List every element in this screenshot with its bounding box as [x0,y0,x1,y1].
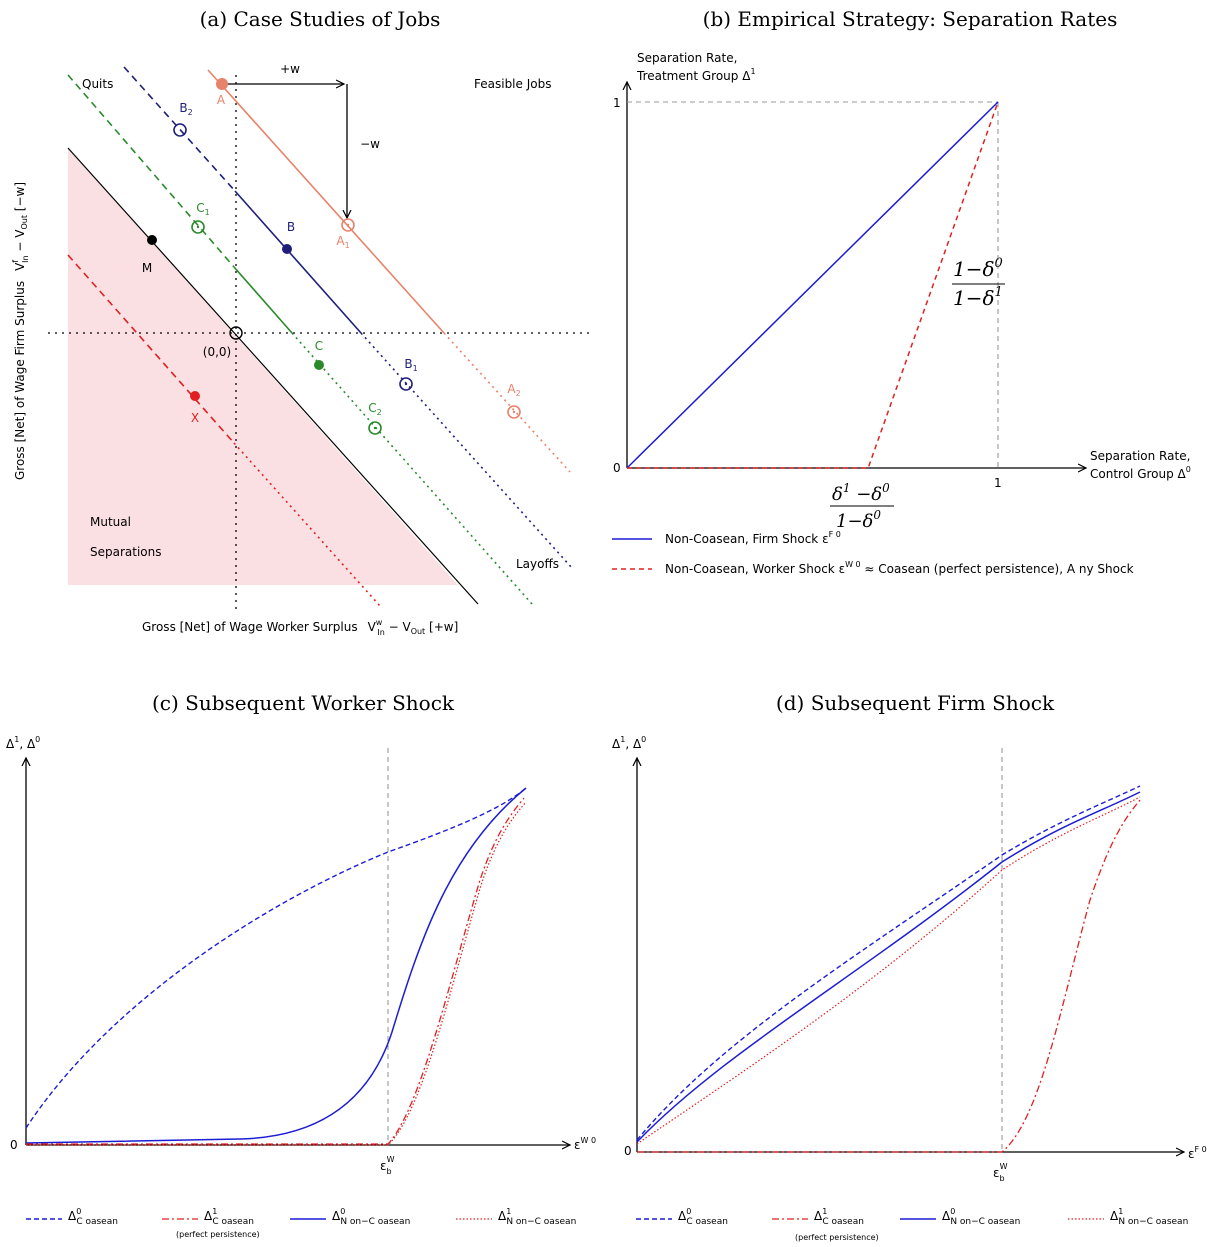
origin-point [229,326,243,340]
minus-w-label: −w [360,137,380,151]
panel-c-xlabel: εW 0 [574,1136,596,1152]
label-a2: A2 [507,382,520,398]
panel-a: (a) Case Studies of Jobs [11,7,592,637]
panel-d-xlabel: εF 0 [1188,1145,1207,1161]
point-c1 [191,220,205,234]
point-b1-dot [404,382,408,386]
panel-b-kink-annotation: δ1 −δ0 1−δ0 [830,481,894,532]
label-layoffs: Layoffs [516,557,559,571]
label-b2: B2 [179,101,192,117]
panel-c-legend: Δ0 C oasean Δ1 C oasean (perfect persisten… [26,1207,576,1239]
panel-b-xlabel-2: Control Group Δ0 [1090,465,1191,481]
legend-note: (perfect persistence) [176,1230,260,1239]
legend-item: Δ0 C oasean [678,1207,728,1227]
svg-text:1−δ0: 1−δ0 [953,256,1003,281]
panel-b-ratio-annotation: 1−δ0 1−δ1 [952,256,1005,310]
job-line-c [67,74,533,605]
label-c: C [315,339,323,353]
label-a: A [217,93,226,107]
panel-d-noncoasean-0-curve [636,791,1141,1143]
point-c2 [368,421,382,435]
panel-c-ylabel: Δ1, Δ0 [6,735,40,751]
legend-note: (perfect persistence) [795,1233,879,1242]
legend-item: Δ0 N on−C oasean [942,1207,1020,1227]
panel-b-ylabel-1: Separation Rate, [637,51,737,65]
panel-b-legend-blue: Non-Coasean, Firm Shock εF 0 [665,530,841,546]
panel-b: (b) Empirical Strategy: Separation Rates… [612,7,1191,576]
label-separations: Separations [90,545,162,559]
panel-d-eps-b: εbW [993,1162,1008,1183]
label-b1: B1 [404,357,417,373]
panel-c: (c) Subsequent Worker Shock Δ1, Δ0 0 εW … [6,691,596,1239]
point-x [190,391,200,401]
panel-c-tick-0: 0 [10,1138,18,1152]
panel-b-tick-1x: 1 [994,476,1002,490]
svg-text:1−δ0: 1−δ0 [836,508,881,532]
label-origin: (0,0) [203,345,231,359]
panel-b-tick-0: 0 [613,461,621,475]
legend-item: Δ0 N on−C oasean [332,1207,410,1227]
point-b [282,244,292,254]
panel-c-coasean-0-curve [25,787,527,1129]
point-a [216,78,228,90]
legend-item: Δ1 C oasean [204,1207,254,1227]
panel-a-xlabel: Gross [Net] of Wage Worker Surplus Vw In −… [142,618,458,637]
label-a1: A1 [336,234,349,250]
label-m: M [142,261,152,275]
point-b2 [173,123,187,137]
label-feasible-jobs: Feasible Jobs [474,77,551,91]
panel-d: (d) Subsequent Firm Shock Δ1, Δ0 0 εF 0 … [612,691,1207,1242]
panel-b-ylabel-2: Treatment Group Δ1 [636,67,756,83]
label-x: X [191,411,199,425]
panel-d-ylabel: Δ1, Δ0 [612,735,646,751]
panel-d-title: (d) Subsequent Firm Shock [776,691,1055,715]
point-a1-dot [346,223,350,227]
svg-text:δ1 −δ0: δ1 −δ0 [832,481,890,505]
panel-d-coasean-1-curve [637,799,1141,1153]
panel-c-title: (c) Subsequent Worker Shock [152,691,455,715]
panel-a-ylabel: Gross [Net] of Wage Firm SurplusVfIn − V… [11,182,30,480]
legend-item: Δ1 N on−C oasean [1110,1207,1188,1227]
job-line-x [67,254,381,607]
panel-b-series [626,101,999,469]
panel-c-noncoasean-1-curve [26,801,527,1146]
point-c2-dot [373,426,377,430]
panel-d-legend: Δ0 C oasean Δ1 C oasean (perfect persisten… [636,1207,1188,1242]
label-b: B [287,220,295,234]
panel-d-coasean-0-curve [636,785,1141,1141]
legend-item: Δ1 N on−C oasean [498,1207,576,1227]
panel-c-noncoasean-0-curve [25,787,527,1144]
panel-b-title: (b) Empirical Strategy: Separation Rates [703,7,1118,31]
point-b1 [399,377,413,391]
panel-d-noncoasean-1-curve [636,796,1141,1145]
panel-d-tick-0: 0 [624,1144,632,1158]
panel-a-title: (a) Case Studies of Jobs [200,7,441,31]
label-c2: C2 [368,401,381,417]
point-m [147,235,157,245]
panel-b-legend-red: Non-Coasean, Worker Shock εW 0 ≈ Coasean… [665,560,1134,576]
label-mutual: Mutual [90,515,131,529]
panel-b-tick-1y: 1 [613,96,621,110]
legend-item: Δ1 C oasean [814,1207,864,1227]
job-line-a [207,69,571,473]
zero-surplus-line [67,147,479,605]
plus-w-label: +w [280,62,300,76]
label-c1: C1 [196,201,209,217]
label-quits: Quits [82,77,113,91]
point-c1-dot [196,225,200,229]
point-a1 [341,218,355,232]
panel-b-xlabel-1: Separation Rate, [1090,449,1190,463]
job-line-b [123,66,573,569]
panel-c-eps-b: εbW [380,1155,395,1176]
panel-b-firm-shock-line [626,101,999,469]
point-a2 [507,405,521,419]
svg-text:1−δ1: 1−δ1 [953,285,1003,310]
point-a2-dot [512,410,516,414]
legend-item: Δ0 C oasean [68,1207,118,1227]
point-c [314,360,324,370]
panel-c-coasean-1-curve [26,797,525,1145]
